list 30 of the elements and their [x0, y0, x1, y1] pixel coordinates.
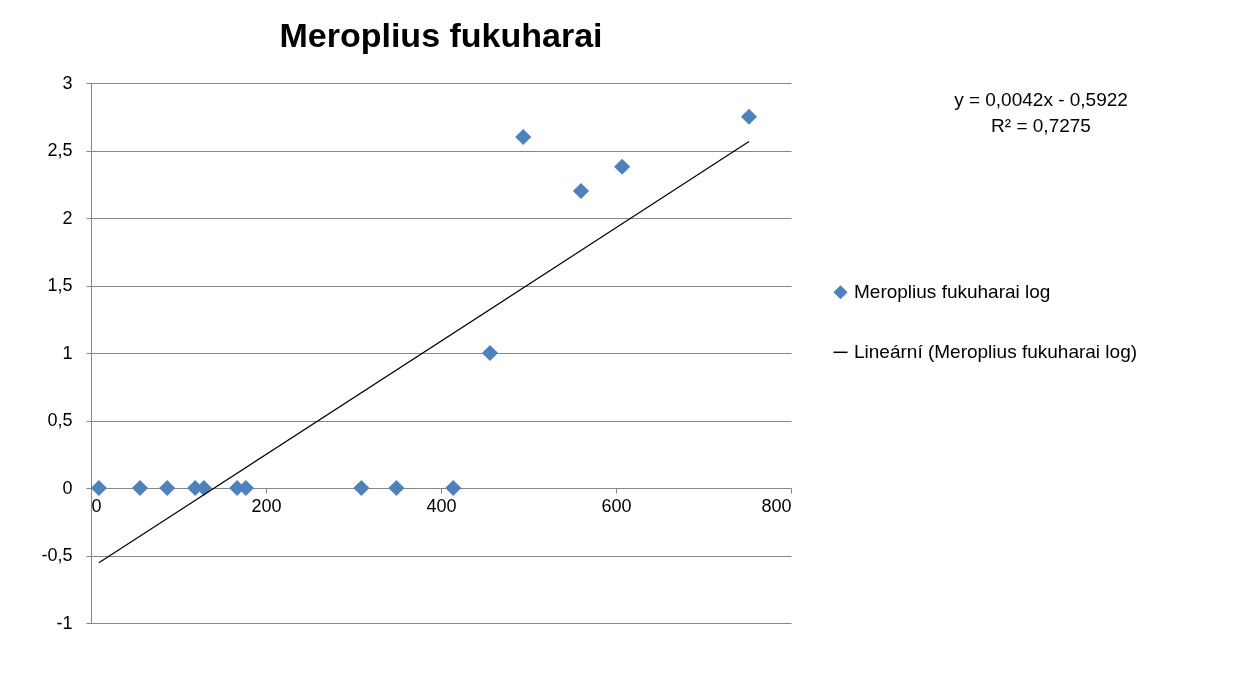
- x-tick-label: 800: [761, 495, 792, 516]
- legend-label: Meroplius fukuharai log: [854, 281, 1051, 303]
- y-tick-label: 1: [62, 342, 73, 363]
- y-tick-label: 3: [62, 72, 73, 93]
- point: [90, 479, 107, 497]
- point: [159, 479, 176, 497]
- point: [614, 158, 631, 175]
- y-tick-label: 2,5: [47, 140, 73, 160]
- point: [740, 108, 758, 125]
- chart-title: Meroplius fukuharai: [279, 16, 603, 54]
- y-tick-label: 0: [62, 477, 73, 498]
- y-tick-label: -1: [56, 612, 73, 633]
- point: [572, 182, 590, 200]
- y-tick-label: -0,5: [41, 545, 73, 565]
- legend-label: Lineární (Meroplius fukuharai log): [854, 341, 1138, 363]
- text: R² = 0,7275: [991, 115, 1091, 136]
- point: [353, 479, 370, 497]
- point: [445, 479, 462, 497]
- x-tick-label: 200: [251, 495, 282, 516]
- y-tick-label: 2: [62, 207, 73, 228]
- point: [131, 479, 149, 497]
- y-tick-label: 1,5: [47, 275, 73, 295]
- x-tick-label: 0: [91, 495, 102, 516]
- point: [515, 128, 532, 146]
- x-tick-label: 600: [601, 495, 632, 516]
- point: [388, 479, 405, 497]
- x-tick-label: 400: [426, 495, 457, 516]
- y-tick-label: 0,5: [47, 410, 73, 430]
- text: y = 0,0042x - 0,5922: [954, 89, 1128, 110]
- point: [481, 344, 499, 362]
